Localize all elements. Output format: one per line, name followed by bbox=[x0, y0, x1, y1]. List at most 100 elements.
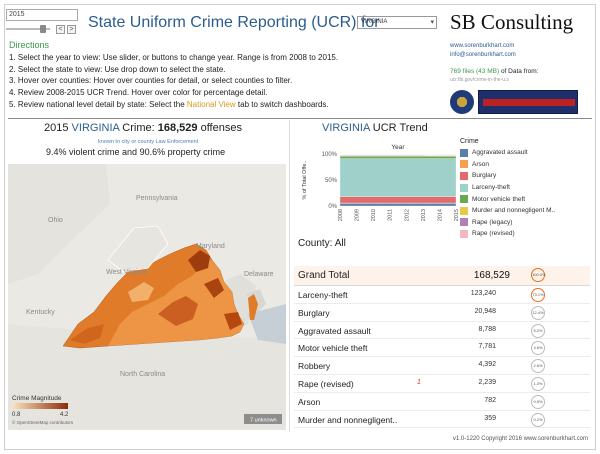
row-pct: 73.1% bbox=[531, 288, 545, 302]
legend-item[interactable]: Rape (legacy) bbox=[460, 217, 592, 229]
data-source-link[interactable]: ucr.fbi.gov/crime-in-the-u.s bbox=[450, 77, 509, 83]
map-legend-scale bbox=[12, 403, 68, 409]
state-dropdown-value: VIRGINIA bbox=[361, 19, 388, 25]
panel-divider bbox=[289, 120, 290, 432]
area-series[interactable] bbox=[339, 156, 457, 159]
next-year-button[interactable]: > bbox=[67, 25, 76, 34]
row-label: Arson bbox=[298, 396, 321, 407]
website-link[interactable]: www.sorenburkhart.com bbox=[450, 43, 515, 49]
legend-label: Aggravated assault bbox=[472, 149, 528, 157]
direction-5-text: 5. Review national level detail by state… bbox=[9, 99, 187, 109]
county-map[interactable]: Pennsylvania Ohio Maryland Delaware West… bbox=[8, 164, 286, 430]
footer-copyright: v1.0-1220 Copyright 2016 www.sorenburkha… bbox=[452, 436, 588, 442]
violent-text: violent crime and bbox=[69, 147, 138, 157]
row-pct: 2.6% bbox=[531, 359, 545, 374]
row-label: Burglary bbox=[298, 307, 330, 318]
table-row[interactable]: Motor vehicle theft 7,781 4.6% bbox=[294, 339, 590, 358]
row-label: Murder and nonnegligent.. bbox=[298, 414, 398, 425]
legend-item[interactable]: Rape (revised) bbox=[460, 228, 592, 240]
legend-item[interactable]: Burglary bbox=[460, 170, 592, 182]
prev-year-button[interactable]: < bbox=[56, 25, 65, 34]
y-tick-label: 100% bbox=[322, 152, 338, 158]
files-info: 769 files (43 MB) of Data from: bbox=[450, 68, 539, 75]
legend-label: Burglary bbox=[472, 172, 497, 180]
grand-total-label: Grand Total bbox=[298, 270, 350, 281]
legend-item[interactable]: Murder and nonnegligent M.. bbox=[460, 205, 592, 217]
legend-label: Arson bbox=[472, 160, 489, 168]
row-value: 782 bbox=[484, 396, 496, 404]
legend-title: Crime bbox=[460, 138, 479, 145]
legend-swatch bbox=[460, 195, 468, 204]
legend-swatch bbox=[460, 183, 468, 192]
unknown-badge[interactable] bbox=[244, 414, 282, 424]
files-count: 769 files (43 MB) bbox=[450, 68, 500, 75]
summary-unit: offenses bbox=[200, 122, 242, 134]
trend-title: VIRGINIA UCR Trend bbox=[322, 122, 428, 134]
chevron-down-icon: ▾ bbox=[430, 19, 434, 26]
summary-year: 2015 bbox=[44, 122, 69, 134]
table-row[interactable]: Aggravated assault 8,788 5.2% bbox=[294, 322, 590, 340]
map-legend-max: 4.2 bbox=[60, 412, 69, 418]
crime-table: Grand Total 168,529 100.0% Larceny-theft… bbox=[294, 266, 590, 429]
state-dropdown[interactable]: VIRGINIA ▾ bbox=[357, 16, 437, 29]
property-text: property crime bbox=[167, 147, 226, 157]
table-row[interactable]: Burglary 20,948 12.4% bbox=[294, 304, 590, 322]
national-view-link[interactable]: National View bbox=[186, 99, 236, 109]
summary-note: known to city or county Law Enforcement bbox=[98, 139, 199, 145]
grand-total-row[interactable]: Grand Total 168,529 100.0% bbox=[294, 266, 590, 286]
row-value: 20,948 bbox=[474, 307, 496, 315]
map-label-delaware: Delaware bbox=[244, 271, 274, 278]
crime-split: 9.4% violent crime and 90.6% property cr… bbox=[46, 147, 225, 157]
legend-label: Larceny-theft bbox=[472, 184, 510, 192]
row-pct: 1.3% bbox=[531, 376, 545, 391]
legend-item[interactable]: Aggravated assault bbox=[460, 147, 592, 159]
area-series[interactable] bbox=[340, 155, 457, 157]
table-row[interactable]: Robbery 4,392 2.6% bbox=[294, 357, 590, 375]
directions-list: 1. Select the year to view: Use slider, … bbox=[9, 52, 338, 111]
trend-chart[interactable]: Year % of Total Offe.. 100% 50% 0% 2008 2009 20… bbox=[298, 140, 460, 230]
table-row[interactable]: Larceny-theft 123,240 73.1% bbox=[294, 286, 590, 304]
table-row[interactable]: Murder and nonnegligent.. 359 0.2% bbox=[294, 411, 590, 429]
contact-links: www.sorenburkhart.com info@sorenburkhart… bbox=[450, 42, 516, 60]
direction-2: 2. Select the state to view: Use drop do… bbox=[9, 64, 226, 74]
email-link[interactable]: info@sorenburkhart.com bbox=[450, 52, 516, 58]
x-tick-label: 2012 bbox=[404, 209, 410, 221]
direction-5: 5. Review national level detail by state… bbox=[9, 99, 338, 111]
slider-handle[interactable] bbox=[40, 25, 46, 33]
summary-headline: 2015 VIRGINIA Crime: 168,529 offenses bbox=[44, 122, 242, 134]
map-label-kentucky: Kentucky bbox=[26, 309, 55, 316]
y-tick-label: 0% bbox=[328, 204, 337, 210]
year-slider[interactable] bbox=[6, 25, 50, 33]
legend-swatch bbox=[460, 148, 468, 157]
x-tick-label: 2008 bbox=[338, 209, 344, 221]
map-canvas: Pennsylvania Ohio Maryland Delaware West… bbox=[8, 164, 286, 430]
trend-label: UCR Trend bbox=[372, 122, 428, 134]
table-row[interactable]: Arson 782 0.5% bbox=[294, 393, 590, 411]
page-title: State Uniform Crime Reporting (UCR) for bbox=[88, 14, 380, 31]
map-legend-min: 0.8 bbox=[12, 412, 21, 418]
area-series[interactable] bbox=[339, 203, 457, 207]
row-value: 7,781 bbox=[478, 343, 496, 351]
area-series[interactable] bbox=[339, 158, 457, 197]
legend-swatch bbox=[460, 229, 468, 238]
direction-5-tail: tab to switch dashboards. bbox=[235, 99, 329, 109]
row-value: 359 bbox=[484, 414, 496, 422]
row-pct: 0.2% bbox=[531, 412, 545, 427]
row-label: Larceny-theft bbox=[298, 290, 348, 300]
legend-item[interactable]: Arson bbox=[460, 159, 592, 171]
county-filter[interactable]: County: All bbox=[298, 238, 346, 249]
table-row[interactable]: Rape (revised) 2,239 1.3% 1 bbox=[294, 375, 590, 393]
legend-item[interactable]: Motor vehicle theft bbox=[460, 193, 592, 205]
year-dropdown[interactable]: 2015 bbox=[6, 9, 78, 21]
row-pct: 0.5% bbox=[531, 394, 545, 409]
summary-total: 168,529 bbox=[157, 122, 198, 134]
row-label: Aggravated assault bbox=[298, 325, 371, 336]
area-series[interactable] bbox=[339, 196, 457, 204]
files-tail: of Data from: bbox=[499, 68, 539, 75]
fbi-seal-icon bbox=[450, 90, 474, 114]
row-value: 2,239 bbox=[478, 378, 496, 386]
x-tick-label: 2011 bbox=[388, 209, 394, 221]
trend-chart-svg: Year % of Total Offe.. 100% 50% 0%2008 2009 20… bbox=[302, 144, 460, 221]
legend-item[interactable]: Larceny-theft bbox=[460, 182, 592, 194]
row-pct: 4.6% bbox=[531, 341, 545, 356]
